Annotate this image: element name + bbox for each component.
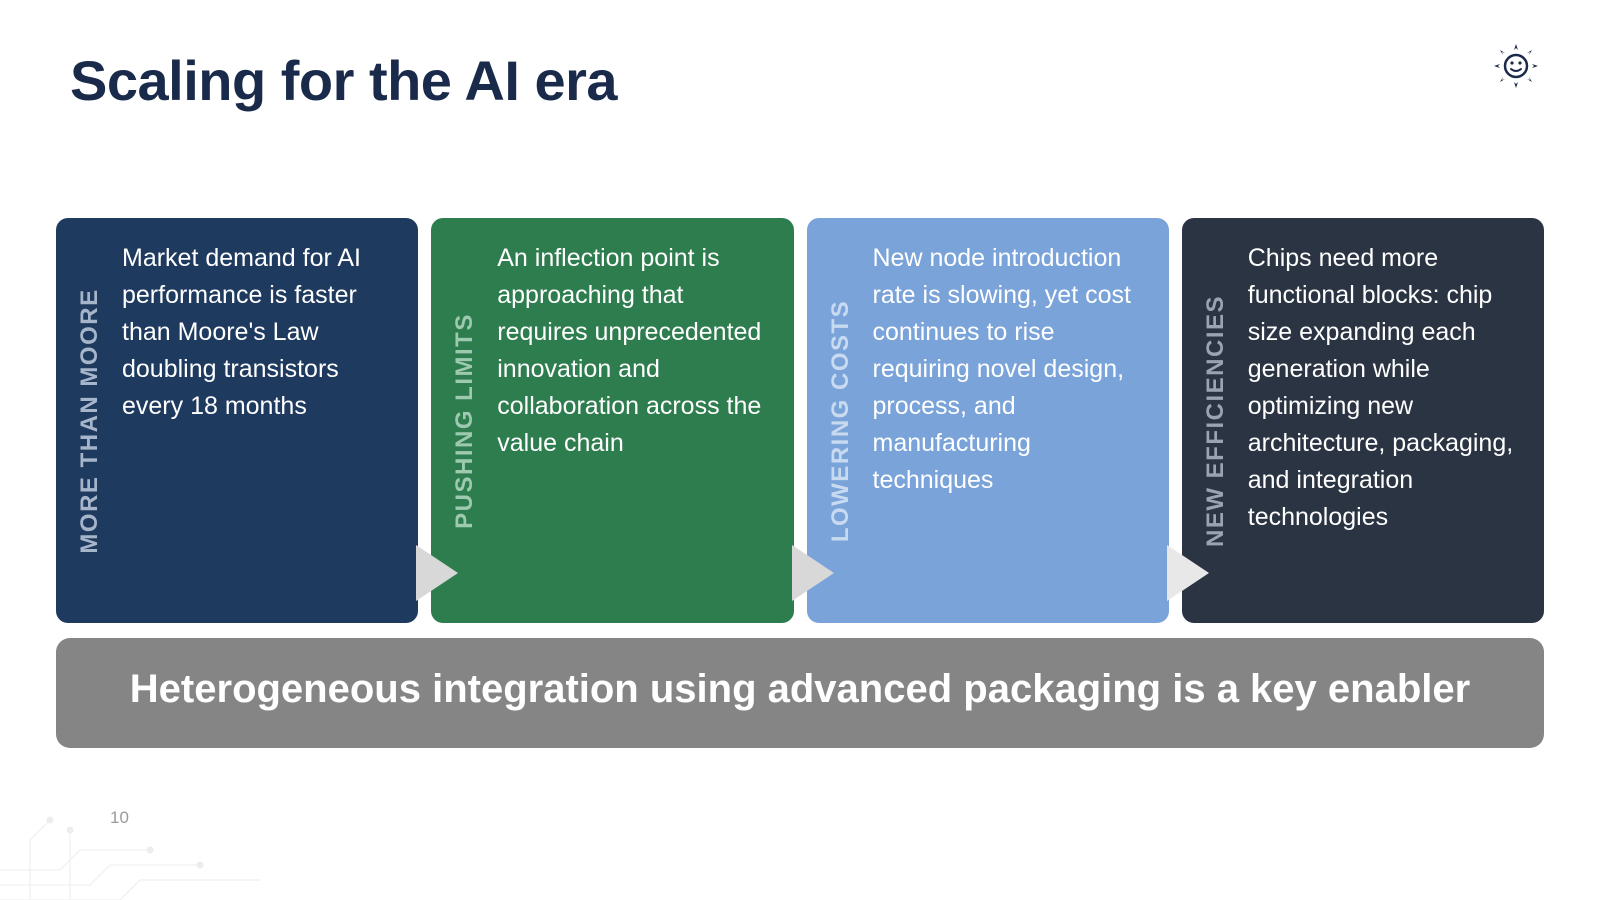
card-body: An inflection point is approaching that …	[497, 240, 767, 462]
card-body: New node introduction rate is slowing, y…	[873, 240, 1143, 499]
card-body: Market demand for AI performance is fast…	[122, 240, 392, 425]
flow-arrow-icon	[1167, 545, 1209, 601]
info-card: NEW EFFICIENCIES Chips need more function…	[1182, 218, 1544, 623]
footer-text: Heterogeneous integration using advanced…	[130, 667, 1470, 711]
card-label: MORE THAN MOORE	[76, 288, 104, 553]
company-logo-icon	[1492, 42, 1540, 90]
cards-row: MORE THAN MOORE Market demand for AI perf…	[56, 218, 1544, 623]
flow-arrow-icon	[416, 545, 458, 601]
card-body: Chips need more functional blocks: chip …	[1248, 240, 1518, 536]
info-card: LOWERING COSTS New node introduction rate…	[807, 218, 1169, 623]
flow-arrow-icon	[792, 545, 834, 601]
slide-title: Scaling for the AI era	[70, 48, 617, 113]
footer-banner: Heterogeneous integration using advanced…	[56, 638, 1544, 748]
circuit-decoration-icon	[0, 750, 280, 900]
info-card: PUSHING LIMITS An inflection point is app…	[431, 218, 793, 623]
card-label: NEW EFFICIENCIES	[1202, 294, 1230, 546]
info-card: MORE THAN MOORE Market demand for AI perf…	[56, 218, 418, 623]
card-label: PUSHING LIMITS	[451, 313, 479, 529]
card-label: LOWERING COSTS	[827, 299, 855, 541]
